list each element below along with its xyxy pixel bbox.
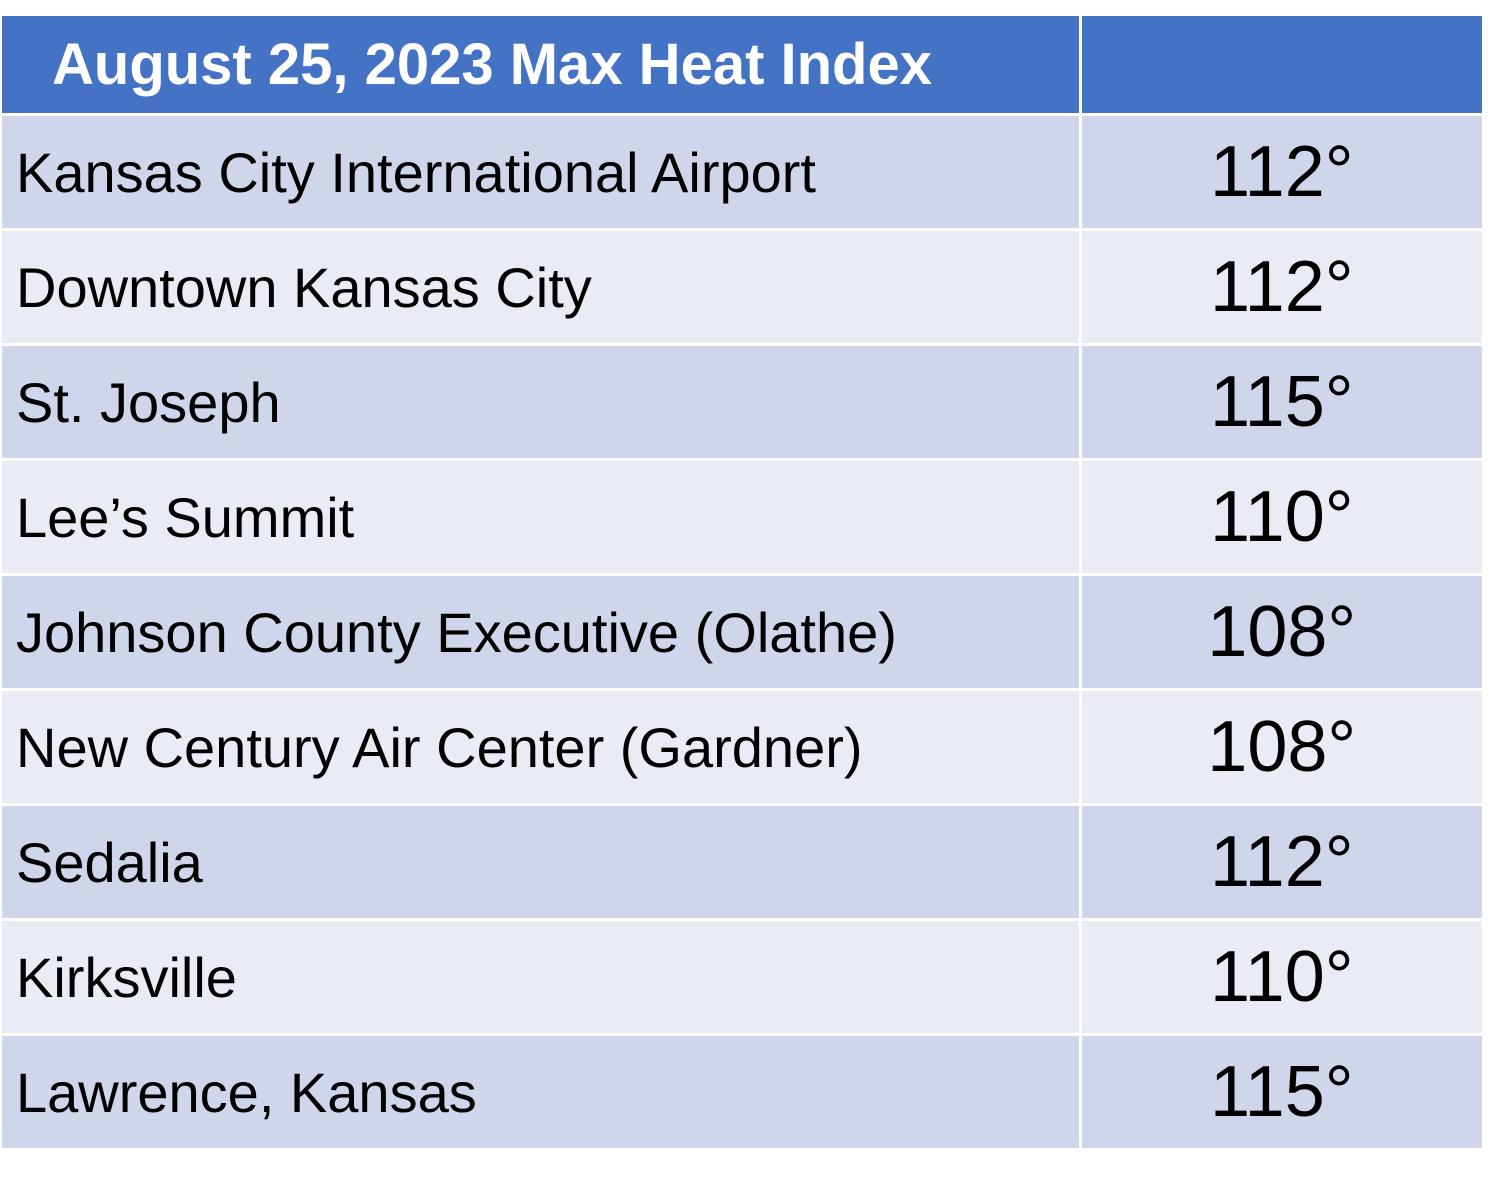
location-cell: Kirksville xyxy=(2,918,1082,1036)
heat-index-cell: 115° xyxy=(1078,343,1482,461)
value-column-header xyxy=(1078,16,1482,116)
table-row: Kansas City International Airport 112° xyxy=(2,113,1482,231)
heat-index-cell: 112° xyxy=(1078,228,1482,346)
table-row: Downtown Kansas City 112° xyxy=(2,228,1482,346)
table-row: Lawrence, Kansas 115° xyxy=(2,1033,1482,1151)
heat-index-table: August 25, 2023 Max Heat Index Kansas Ci… xyxy=(2,16,1482,1151)
table-row: Sedalia 112° xyxy=(2,803,1482,921)
heat-index-cell: 115° xyxy=(1078,1033,1482,1151)
heat-index-cell: 112° xyxy=(1078,803,1482,921)
location-cell: New Century Air Center (Gardner) xyxy=(2,688,1082,806)
heat-index-cell: 108° xyxy=(1078,573,1482,691)
table-row: Kirksville 110° xyxy=(2,918,1482,1036)
location-cell: Lee’s Summit xyxy=(2,458,1082,576)
table-row: Lee’s Summit 110° xyxy=(2,458,1482,576)
heat-index-cell: 108° xyxy=(1078,688,1482,806)
heat-index-cell: 112° xyxy=(1078,113,1482,231)
table-title: August 25, 2023 Max Heat Index xyxy=(2,16,1082,116)
heat-index-cell: 110° xyxy=(1078,918,1482,1036)
location-cell: St. Joseph xyxy=(2,343,1082,461)
table-row: St. Joseph 115° xyxy=(2,343,1482,461)
table-header-row: August 25, 2023 Max Heat Index xyxy=(2,16,1482,116)
location-cell: Lawrence, Kansas xyxy=(2,1033,1082,1151)
location-cell: Sedalia xyxy=(2,803,1082,921)
location-cell: Kansas City International Airport xyxy=(2,113,1082,231)
table-row: New Century Air Center (Gardner) 108° xyxy=(2,688,1482,806)
heat-index-cell: 110° xyxy=(1078,458,1482,576)
table-row: Johnson County Executive (Olathe) 108° xyxy=(2,573,1482,691)
location-cell: Downtown Kansas City xyxy=(2,228,1082,346)
location-cell: Johnson County Executive (Olathe) xyxy=(2,573,1082,691)
